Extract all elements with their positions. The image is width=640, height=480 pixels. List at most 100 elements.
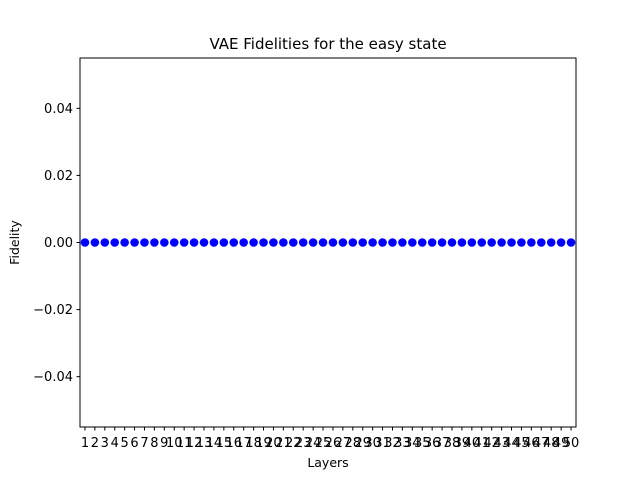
x-tick-label: 28 xyxy=(345,436,362,451)
data-point xyxy=(427,238,437,247)
data-point xyxy=(199,238,209,247)
data-point xyxy=(229,238,239,247)
data-point xyxy=(497,238,506,247)
data-point xyxy=(160,238,169,247)
x-tick-label: 47 xyxy=(533,436,550,451)
data-point xyxy=(487,238,496,247)
x-tick-label: 2 xyxy=(91,436,99,451)
x-tick-label: 11 xyxy=(176,436,193,451)
data-point xyxy=(318,238,328,247)
x-tick-label: 39 xyxy=(454,436,471,451)
x-tick-label: 44 xyxy=(503,436,520,451)
x-tick-label: 8 xyxy=(150,436,158,451)
x-tick-label: 40 xyxy=(464,436,481,451)
data-point xyxy=(288,238,298,247)
data-point xyxy=(338,238,348,247)
data-point xyxy=(219,238,229,247)
y-tick-label: −0.02 xyxy=(33,303,73,318)
data-point xyxy=(110,238,120,247)
y-tick-label: 0.02 xyxy=(44,169,73,184)
x-tick-label: 23 xyxy=(295,436,312,451)
y-tick-label: 0.00 xyxy=(44,236,73,251)
data-point xyxy=(209,238,219,247)
x-tick-label: 50 xyxy=(563,436,580,451)
data-point xyxy=(239,238,248,247)
data-point xyxy=(189,238,199,247)
data-point xyxy=(507,238,516,247)
x-tick-label: 49 xyxy=(553,436,570,451)
data-point xyxy=(536,238,546,247)
data-point xyxy=(358,238,368,247)
x-tick-label: 34 xyxy=(404,436,421,451)
x-tick-label: 15 xyxy=(216,436,233,451)
plot-frame xyxy=(79,57,577,428)
x-tick-label: 29 xyxy=(354,436,371,451)
x-tick-label: 20 xyxy=(265,436,282,451)
x-tick-label: 22 xyxy=(285,436,302,451)
data-point xyxy=(298,238,308,247)
data-point xyxy=(378,238,387,247)
data-point xyxy=(90,238,100,247)
x-tick-label: 26 xyxy=(325,436,342,451)
data-point xyxy=(408,238,417,247)
data-point xyxy=(457,238,467,247)
data-point xyxy=(398,238,407,247)
x-tick-label: 45 xyxy=(513,436,530,451)
x-tick-label: 17 xyxy=(235,436,252,451)
x-tick-label: 21 xyxy=(275,436,292,451)
data-point xyxy=(388,238,397,247)
x-tick-label: 42 xyxy=(483,436,500,451)
data-point xyxy=(130,238,139,247)
x-tick-label: 36 xyxy=(424,436,441,451)
data-point xyxy=(308,238,318,247)
data-point xyxy=(566,238,576,247)
y-tick-label: 0.04 xyxy=(44,102,73,117)
x-tick-label: 41 xyxy=(473,436,490,451)
data-point xyxy=(527,238,536,247)
data-point xyxy=(269,238,278,247)
data-point xyxy=(348,238,358,247)
data-point xyxy=(169,238,179,247)
x-tick-label: 27 xyxy=(335,436,352,451)
data-point xyxy=(417,238,427,247)
data-point xyxy=(437,238,447,247)
x-tick-label: 43 xyxy=(493,436,510,451)
x-tick-label: 7 xyxy=(140,436,148,451)
x-tick-label: 16 xyxy=(225,436,242,451)
x-tick-label: 46 xyxy=(523,436,540,451)
plot-area: 0.040.020.00−0.02−0.041 2 3 4 5 6 7 8 9101112131… xyxy=(33,102,579,451)
x-tick-label: 25 xyxy=(315,436,332,451)
data-point xyxy=(467,238,477,247)
data-point xyxy=(517,238,526,247)
x-tick-label: 30 xyxy=(364,436,381,451)
x-tick-label: 18 xyxy=(245,436,262,451)
x-tick-label: 10 xyxy=(166,436,183,451)
x-tick-label: 19 xyxy=(255,436,272,451)
data-point xyxy=(80,238,90,247)
x-axis-label: Layers xyxy=(307,455,348,470)
data-point xyxy=(477,238,487,247)
x-tick-label: 35 xyxy=(414,436,431,451)
x-tick-label: 12 xyxy=(186,436,203,451)
x-tick-label: 4 xyxy=(111,436,119,451)
data-point xyxy=(279,238,288,247)
x-tick-label: 48 xyxy=(543,436,560,451)
data-point xyxy=(120,238,129,247)
data-point xyxy=(447,238,457,247)
x-tick-label: 3 xyxy=(101,436,109,451)
y-axis-label: Fidelity xyxy=(7,220,22,265)
x-tick-label: 14 xyxy=(206,436,223,451)
x-tick-label: 32 xyxy=(384,436,401,451)
data-point xyxy=(150,238,159,247)
y-tick-label: −0.04 xyxy=(33,370,73,385)
data-point xyxy=(328,238,338,247)
x-tick-label: 24 xyxy=(305,436,322,451)
x-tick-label: 13 xyxy=(196,436,213,451)
data-point xyxy=(179,238,189,247)
x-tick-label: 5 xyxy=(120,436,128,451)
data-point xyxy=(556,238,566,247)
x-tick-label: 38 xyxy=(444,436,461,451)
chart-title: VAE Fidelities for the easy state xyxy=(209,35,446,53)
x-tick-label: 9 xyxy=(160,436,168,451)
